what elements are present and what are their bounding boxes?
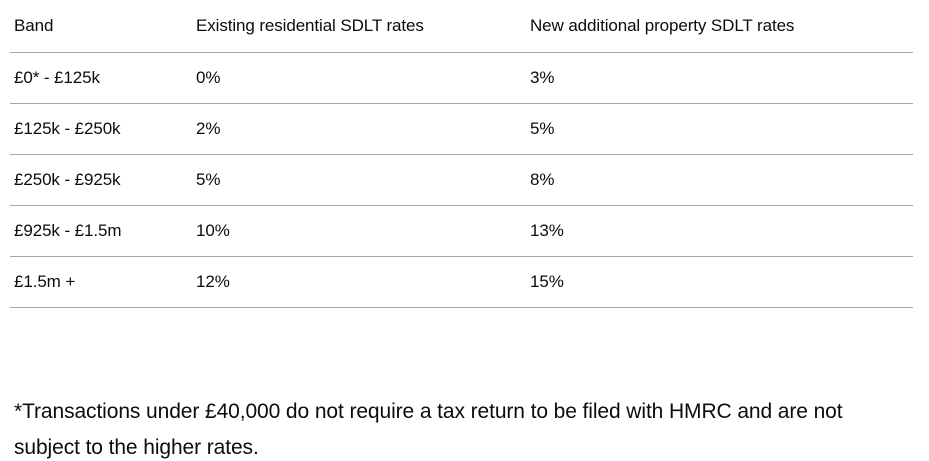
new-rate-cell: 3% — [530, 68, 555, 87]
new-rate-cell: 8% — [530, 170, 555, 189]
table-row: £0* - £125k 0% 3% — [10, 53, 913, 104]
new-rate-cell: 5% — [530, 119, 555, 138]
band-cell: £125k - £250k — [14, 119, 121, 138]
band-cell: £1.5m + — [14, 272, 76, 291]
existing-rate-cell: 2% — [196, 119, 221, 138]
existing-rate-cell: 10% — [196, 221, 230, 240]
column-header-existing-rates: Existing residential SDLT rates — [196, 16, 424, 35]
table-row: £1.5m + 12% 15% — [10, 257, 913, 308]
column-header-new-rates: New additional property SDLT rates — [530, 16, 795, 35]
band-cell: £0* - £125k — [14, 68, 100, 87]
sdlt-rates-table: Band Existing residential SDLT rates New… — [10, 0, 913, 308]
table-row: £125k - £250k 2% 5% — [10, 104, 913, 155]
new-rate-cell: 15% — [530, 272, 564, 291]
band-cell: £925k - £1.5m — [14, 221, 122, 240]
band-cell: £250k - £925k — [14, 170, 121, 189]
table-header-row: Band Existing residential SDLT rates New… — [10, 0, 913, 53]
table-row: £250k - £925k 5% 8% — [10, 155, 913, 206]
footnote: *Transactions under £40,000 do not requi… — [14, 400, 843, 459]
column-header-band: Band — [14, 16, 54, 35]
existing-rate-cell: 5% — [196, 170, 221, 189]
existing-rate-cell: 0% — [196, 68, 221, 87]
table-row: £925k - £1.5m 10% 13% — [10, 206, 913, 257]
existing-rate-cell: 12% — [196, 272, 230, 291]
new-rate-cell: 13% — [530, 221, 564, 240]
